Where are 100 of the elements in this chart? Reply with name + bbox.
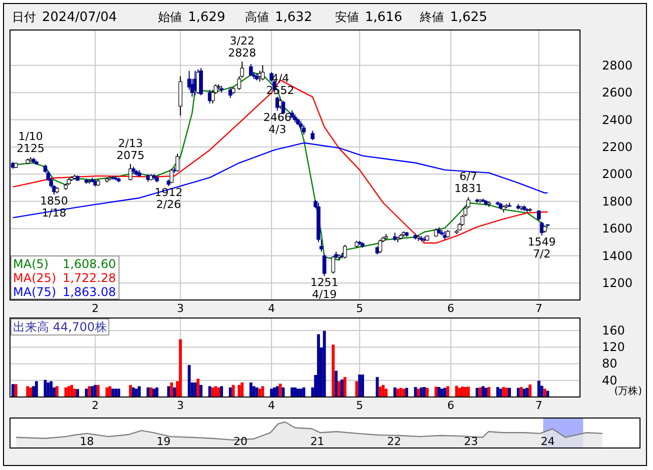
x-tick-label: 3	[176, 302, 184, 315]
bar	[484, 388, 488, 397]
bar	[194, 382, 197, 397]
text: 日付 2024/07/04	[12, 10, 117, 25]
bar	[105, 387, 108, 397]
y-tick-label: 80	[602, 356, 618, 371]
bar	[111, 388, 114, 397]
bar	[200, 384, 202, 397]
bar	[505, 388, 508, 397]
bar	[134, 388, 138, 397]
y-tick-label: 40	[602, 373, 618, 388]
bar	[220, 386, 224, 397]
bar	[70, 384, 74, 397]
y-tick-label: 2800	[602, 58, 633, 72]
x-tick-label: 24	[540, 435, 555, 448]
x-tick-label: 20	[233, 435, 248, 448]
bar	[252, 386, 256, 397]
bar	[478, 387, 482, 397]
bar	[276, 386, 279, 397]
bar	[482, 386, 485, 397]
bar	[466, 386, 470, 397]
bar	[228, 387, 232, 397]
x-tick-label: 7	[535, 302, 542, 315]
bar	[355, 381, 358, 397]
x-tick-label: 2	[92, 302, 99, 315]
bar	[322, 330, 326, 397]
bar	[522, 388, 526, 397]
bar	[393, 387, 396, 397]
bar	[270, 388, 273, 397]
bar	[299, 388, 302, 397]
bar	[178, 339, 182, 397]
bar	[332, 344, 335, 397]
x-tick-label: 22	[387, 435, 402, 448]
bar	[426, 388, 429, 397]
bar	[290, 387, 294, 397]
bar	[317, 334, 320, 397]
annotation: 6/7 1831	[454, 170, 482, 196]
text: 終値 1,625	[419, 10, 488, 25]
bar	[232, 384, 235, 397]
text: MA(5) 1,608.60	[13, 257, 116, 271]
x-tick-label: 4	[268, 302, 275, 315]
y-tick-label: 1200	[602, 276, 633, 290]
x-tick-label: 3	[176, 399, 184, 412]
text: 始値 1,629	[158, 10, 226, 25]
bar	[46, 382, 50, 397]
bar	[455, 386, 458, 397]
bar	[434, 386, 438, 397]
bar	[29, 387, 32, 397]
text: 高値 1,632	[245, 10, 312, 25]
bar	[261, 386, 264, 397]
x-tick-label: 7	[535, 399, 542, 412]
x-tick-label: 5	[356, 399, 364, 412]
bar	[420, 387, 423, 397]
bar	[334, 370, 338, 397]
bar	[96, 384, 100, 397]
bar	[249, 382, 252, 397]
bar	[238, 384, 241, 397]
x-tick-label: 6	[447, 302, 454, 315]
bar	[11, 384, 14, 397]
bar	[217, 387, 220, 397]
annotation: 2/13 2075	[116, 136, 144, 162]
text: MA(75) 1,863.08	[13, 285, 116, 299]
bar	[56, 386, 58, 397]
x-tick-label: 23	[464, 435, 478, 448]
bar	[196, 378, 200, 397]
bar	[14, 384, 18, 397]
annotation: 1251 4/19	[310, 276, 338, 302]
text: 安値 1,616	[335, 10, 402, 25]
y-tick-label: 120	[602, 340, 625, 354]
bar	[508, 388, 511, 397]
bar	[88, 386, 91, 397]
annotation: 1/10 2125	[16, 130, 45, 156]
y-tick-label: 1800	[602, 194, 633, 208]
bar	[208, 386, 212, 397]
bar	[240, 382, 244, 397]
bar	[272, 387, 276, 397]
bar	[382, 384, 385, 397]
y-axis-title: (万株)	[614, 385, 642, 397]
bar	[546, 390, 550, 397]
bar	[384, 388, 388, 397]
y-tick-label: 160	[602, 323, 625, 338]
x-tick-label: 19	[156, 435, 171, 448]
annotation: 1549 7/2	[528, 236, 556, 261]
bar	[132, 387, 135, 397]
y-tick-label: 2000	[602, 167, 633, 182]
bar	[446, 386, 450, 397]
x-tick-label: 18	[80, 435, 94, 448]
y-tick-label: 2200	[602, 140, 633, 154]
annotation: 1912 2/26	[154, 186, 183, 212]
bar	[170, 382, 174, 397]
bar	[487, 387, 490, 397]
bar	[402, 388, 406, 397]
x-tick-label: 2	[92, 399, 99, 412]
bar	[340, 380, 344, 397]
bar	[438, 387, 440, 397]
x-tick-label: 6	[447, 399, 454, 412]
y-tick-label: 1400	[602, 248, 633, 263]
bar	[108, 386, 112, 397]
bar	[358, 374, 362, 397]
annotation: 2466 4/3	[263, 110, 292, 136]
